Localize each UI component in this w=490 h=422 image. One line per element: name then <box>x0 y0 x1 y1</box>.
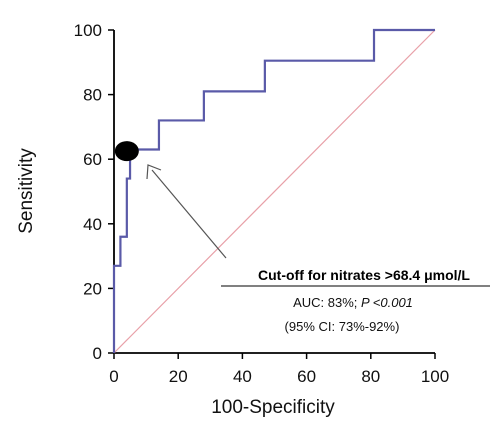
auc-text: AUC: 83%; P <0.001 <box>293 295 413 310</box>
ci-text: (95% CI: 73%-92%) <box>285 319 400 334</box>
x-tick-label: 0 <box>109 367 118 386</box>
cutoff-title: Cut-off for nitrates >68.4 μmol/L <box>258 267 470 283</box>
cutoff-point-marker <box>115 141 139 161</box>
x-tick-label: 60 <box>297 367 316 386</box>
y-tick-label: 20 <box>83 279 102 298</box>
x-tick-label: 40 <box>233 367 252 386</box>
auc-prefix: AUC: 83%; <box>293 295 361 310</box>
y-axis-label: Sensitivity <box>16 148 37 234</box>
y-tick-label: 100 <box>74 21 102 40</box>
cutoff-annotation: Cut-off for nitrates >68.4 μmol/L AUC: 8… <box>147 165 490 334</box>
p-value: P <0.001 <box>361 295 413 310</box>
annotation-arrow-line <box>152 170 226 258</box>
y-tick-label: 80 <box>83 86 102 105</box>
x-axis-label: 100-Specificity <box>211 397 335 418</box>
y-tick-label: 60 <box>83 150 102 169</box>
y-tick-label: 40 <box>83 215 102 234</box>
x-tick-label: 100 <box>421 367 449 386</box>
x-tick-label: 80 <box>361 367 380 386</box>
y-tick-label: 0 <box>93 344 102 363</box>
x-tick-label: 20 <box>169 367 188 386</box>
